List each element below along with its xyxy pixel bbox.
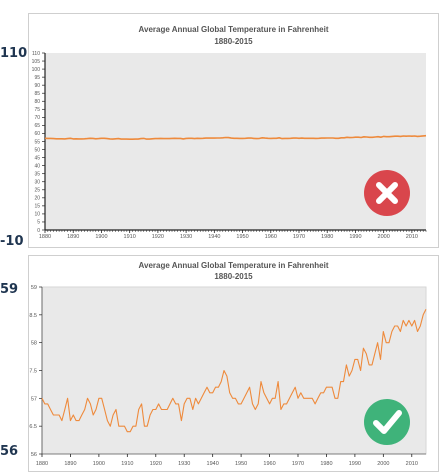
x-tick-label: 1910: [121, 461, 133, 467]
x-tick-label: 1920: [152, 234, 164, 240]
temperature-series-line: [41, 309, 427, 433]
y-tick-label: 35: [34, 171, 40, 177]
y-tick-label: 20: [34, 196, 40, 202]
x-tick-label: 1920: [150, 461, 162, 467]
bottom-chart-min-label: 56: [0, 444, 19, 459]
chart-subtitle: 1880-2015: [214, 272, 253, 281]
y-tick-label: 70: [34, 115, 40, 121]
x-tick-label: 1970: [292, 461, 304, 467]
top-chart-panel: Average Annual Global Temperature in Fah…: [28, 13, 439, 248]
y-tick-label: 55: [34, 139, 40, 145]
x-tick-label: 1960: [265, 234, 277, 240]
y-tick-label: 65: [34, 123, 40, 129]
x-tick-label: 1950: [235, 461, 247, 467]
y-tick-label: 45: [34, 155, 40, 161]
y-tick-label: 90: [34, 83, 40, 89]
x-tick-label: 1900: [93, 461, 105, 467]
y-tick-label: 60: [34, 131, 40, 137]
bottom-chart-panel: Average Annual Global Temperature in Fah…: [26, 255, 439, 472]
top-chart-min-label: -10: [0, 234, 24, 249]
y-tick-label: 10: [34, 212, 40, 218]
x-tick-label: 1940: [207, 461, 219, 467]
x-tick-label: 1980: [320, 461, 332, 467]
plot-area: [45, 53, 426, 230]
x-tick-label: 1890: [67, 234, 79, 240]
x-tick-label: 1960: [263, 461, 275, 467]
x-tick-label: 1880: [39, 234, 51, 240]
y-tick-label: 25: [34, 188, 40, 194]
y-tick-label: 95: [34, 75, 40, 81]
x-tick-label: 1990: [349, 461, 361, 467]
y-tick-label: 30: [34, 179, 40, 185]
x-tick-label: 1940: [208, 234, 220, 240]
y-tick-label: 58.5: [29, 313, 37, 319]
y-tick-label: 75: [34, 107, 40, 113]
y-tick-label: 56.5: [29, 424, 37, 430]
plot-area: [42, 287, 426, 454]
top-chart-svg: 0 5 10 15 20 25 30 35 40 45 50 55 60 65 70 75 80 85 90 95 10…: [32, 51, 427, 240]
bottom-chart-svg: 56 56.5 57 57.5 58 58.5 59 1880 1890 1900 1910 1920…: [26, 285, 427, 467]
x-tick-label: 1910: [124, 234, 136, 240]
y-tick-label: 57.5: [29, 368, 37, 374]
x-tick-label: 2000: [378, 234, 390, 240]
x-tick-label: 1930: [180, 234, 192, 240]
y-tick-label: 57: [31, 396, 37, 402]
x-tick-label: 1880: [36, 461, 48, 467]
y-tick-label: 110: [32, 51, 40, 57]
chart-subtitle: 1880-2015: [214, 37, 253, 46]
y-tick-label: 58: [31, 341, 37, 347]
y-tick-label: 100: [32, 67, 41, 73]
x-tick-label: 1990: [349, 234, 361, 240]
cross-icon: [364, 170, 410, 216]
chart-title: Average Annual Global Temperature in Fah…: [138, 261, 329, 270]
x-tick-label: 2000: [377, 461, 389, 467]
chart-title: Average Annual Global Temperature in Fah…: [138, 25, 329, 34]
x-tick-label: 1970: [293, 234, 305, 240]
x-tick-label: 1950: [236, 234, 248, 240]
y-tick-label: 40: [34, 163, 40, 169]
bottom-chart-max-label: 59: [0, 282, 19, 297]
top-chart-max-label: 110: [0, 46, 28, 61]
y-tick-label: 15: [34, 204, 40, 210]
temperature-series-line: [44, 134, 427, 140]
y-tick-label: 59: [31, 285, 37, 291]
x-tick-label: 2010: [406, 234, 418, 240]
y-tick-label: 56: [31, 452, 37, 458]
y-tick-label: 85: [34, 91, 40, 97]
x-tick-label: 1980: [321, 234, 333, 240]
check-icon: [364, 399, 410, 445]
y-tick-label: 5: [37, 220, 40, 226]
x-tick-label: 1900: [95, 234, 107, 240]
y-tick-label: 0: [37, 228, 40, 234]
y-tick-label: 105: [32, 59, 41, 65]
y-tick-label: 80: [34, 99, 40, 105]
x-tick-label: 2010: [406, 461, 418, 467]
x-tick-label: 1890: [64, 461, 76, 467]
x-tick-label: 1930: [178, 461, 190, 467]
y-tick-label: 50: [34, 147, 40, 153]
